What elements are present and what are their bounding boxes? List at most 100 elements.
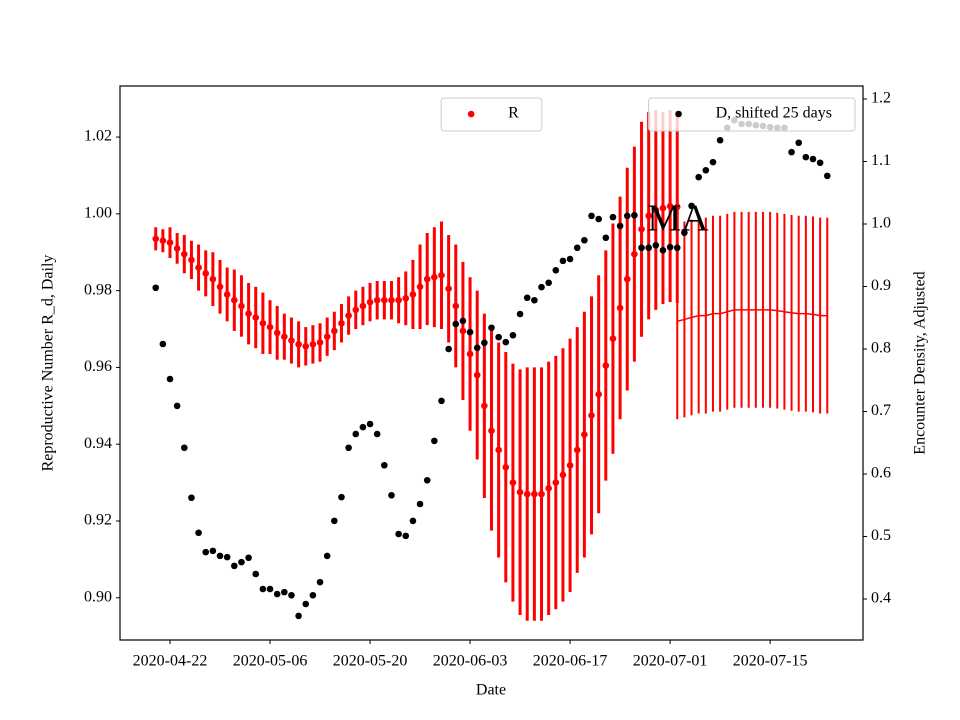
point — [295, 612, 302, 620]
point — [531, 296, 538, 304]
point — [188, 256, 195, 264]
point — [659, 204, 667, 212]
point — [688, 202, 695, 210]
point — [338, 319, 345, 327]
y2-tick-label: 0.9 — [871, 277, 891, 294]
point — [302, 600, 310, 608]
point — [309, 591, 317, 599]
point — [395, 530, 402, 538]
point — [388, 491, 395, 499]
y2-tick-label: 0.7 — [871, 402, 891, 419]
point — [288, 337, 295, 344]
point — [281, 588, 288, 596]
point — [659, 246, 667, 254]
point — [281, 333, 288, 341]
point — [566, 255, 574, 263]
y2-tick-label: 1.1 — [871, 152, 891, 169]
point — [166, 239, 174, 246]
point — [488, 427, 495, 435]
point — [445, 285, 452, 293]
x-tick-label: 2020-07-01 — [633, 653, 708, 670]
point — [359, 423, 367, 431]
point — [573, 244, 581, 252]
legend-marker — [467, 110, 475, 118]
point — [452, 302, 460, 310]
point — [338, 493, 345, 501]
point — [259, 585, 267, 593]
point — [252, 570, 260, 578]
x-axis-label: Date — [476, 682, 506, 699]
point — [316, 339, 324, 346]
point — [523, 294, 531, 302]
x-tick-label: 2020-05-20 — [333, 653, 408, 670]
point — [209, 547, 217, 555]
point — [631, 250, 638, 258]
point — [602, 362, 610, 369]
point — [231, 296, 238, 304]
point — [609, 335, 617, 342]
point — [323, 552, 331, 560]
point — [409, 291, 417, 298]
point — [645, 212, 652, 220]
point — [381, 296, 388, 304]
point — [245, 554, 252, 562]
point — [595, 215, 602, 223]
y2-tick-label: 0.4 — [871, 590, 891, 607]
point — [509, 331, 517, 339]
plot-area — [152, 110, 831, 621]
legend-label: R — [508, 105, 519, 122]
point — [581, 236, 588, 244]
point — [366, 298, 374, 306]
y2-tick-label: 0.5 — [871, 527, 891, 544]
point — [652, 241, 660, 249]
point — [816, 159, 824, 167]
x-tick-label: 2020-06-03 — [433, 653, 508, 670]
point — [588, 412, 595, 419]
point — [538, 283, 545, 291]
point — [366, 420, 374, 428]
point — [252, 314, 260, 321]
point — [295, 341, 302, 348]
point — [559, 471, 567, 479]
x-tick-label: 2020-07-15 — [733, 653, 808, 670]
point — [202, 270, 210, 277]
y2-tick-label: 1.2 — [871, 90, 891, 107]
point — [702, 166, 710, 174]
legend-box — [440, 97, 543, 132]
point — [331, 517, 338, 525]
point — [352, 430, 360, 438]
point — [638, 244, 645, 252]
point — [195, 264, 202, 271]
point — [159, 237, 167, 245]
point — [631, 211, 638, 219]
legend: R — [440, 97, 543, 132]
y2-tick-label: 0.8 — [871, 340, 891, 357]
point — [802, 153, 810, 161]
point — [223, 291, 231, 298]
y-axis-label: Reproductive Number R_d, Daily — [40, 255, 57, 472]
y-tick-label: 1.00 — [84, 205, 112, 222]
y2-tick-label: 0.6 — [871, 465, 891, 482]
point — [309, 341, 317, 348]
legend-marker — [675, 110, 682, 118]
point — [238, 558, 245, 566]
point — [423, 275, 431, 283]
point — [373, 296, 381, 304]
point — [259, 319, 267, 327]
point — [509, 479, 517, 486]
y-tick-label: 1.02 — [84, 128, 112, 145]
point — [495, 333, 502, 341]
point — [152, 284, 160, 292]
y-tick-label: 0.98 — [84, 281, 112, 298]
annotation: MA — [647, 198, 709, 240]
point — [466, 328, 474, 336]
point — [438, 271, 445, 279]
point — [552, 479, 560, 486]
point — [231, 562, 238, 570]
point — [581, 431, 588, 438]
point — [645, 244, 652, 252]
point — [523, 490, 531, 498]
point — [623, 275, 631, 283]
point — [388, 296, 395, 304]
